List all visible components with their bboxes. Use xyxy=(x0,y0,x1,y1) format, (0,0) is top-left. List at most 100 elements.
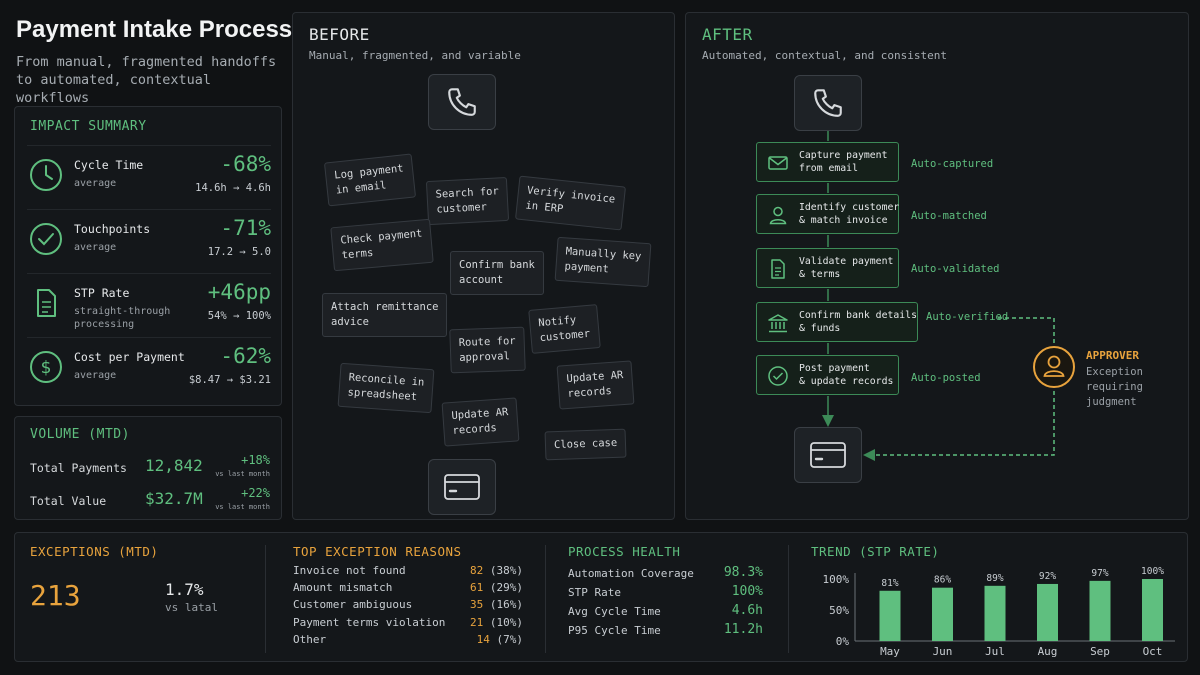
before-task: Log payment in email xyxy=(323,153,416,207)
metric-value: -68% xyxy=(220,152,271,176)
exception-reason-row: Payment terms violation 21 (10%) xyxy=(293,616,523,632)
y-tick-label: 0% xyxy=(836,635,850,648)
bar-data-label: 100% xyxy=(1141,566,1164,577)
check-circle-icon xyxy=(768,366,788,386)
step-status: Auto-matched xyxy=(911,210,987,222)
x-tick-label: Oct xyxy=(1143,645,1163,658)
step-validate-payment: Validate payment & terms xyxy=(756,248,899,288)
bottom-panel: EXCEPTIONS (MTD) 213 1.7% vs latal TOP E… xyxy=(14,532,1188,662)
metric-cost-per-payment: $ Cost per Payment average -62% $8.47 → … xyxy=(27,337,271,401)
volume-value: $32.7M xyxy=(145,489,203,508)
divider xyxy=(788,545,789,653)
volume-label: Total Value xyxy=(30,494,107,508)
process-health-title: PROCESS HEALTH xyxy=(568,544,681,559)
health-value: 100% xyxy=(731,584,763,599)
volume-delta: +22% xyxy=(241,486,270,500)
trend-bar xyxy=(1089,580,1111,641)
step-status: Auto-verified xyxy=(926,311,1009,323)
mail-icon xyxy=(768,156,788,170)
user-icon xyxy=(769,206,787,225)
step-label: Confirm bank details & funds xyxy=(799,310,917,334)
health-name: P95 Cycle Time xyxy=(568,624,661,637)
approver-icon xyxy=(1033,346,1075,388)
reason-count: 35 xyxy=(470,598,484,611)
before-title: BEFORE xyxy=(309,25,370,44)
y-tick-label: 50% xyxy=(829,604,849,617)
step-capture-payment: Capture payment from email xyxy=(756,142,899,182)
document-icon xyxy=(771,259,785,279)
divider xyxy=(545,545,546,653)
after-title: AFTER xyxy=(702,25,753,44)
volume-label: Total Payments xyxy=(30,461,127,475)
bar-data-label: 89% xyxy=(986,573,1003,584)
trend-bar xyxy=(1037,583,1058,641)
trend-bar xyxy=(932,587,953,641)
phone-icon xyxy=(814,89,842,117)
x-tick-label: May xyxy=(880,645,900,658)
divider xyxy=(265,545,266,653)
bar-data-label: 97% xyxy=(1091,568,1108,579)
step-identify-customer: Identify customer & match invoice xyxy=(756,194,899,234)
impact-summary-panel: IMPACT SUMMARY Cycle Time average -68% 1… xyxy=(14,106,282,406)
volume-value: 12,842 xyxy=(145,456,203,475)
trend-bar xyxy=(879,590,901,641)
reason-count: 14 xyxy=(476,633,490,646)
exception-reason-row: Invoice not found 82 (38%) xyxy=(293,564,523,580)
process-health-row: STP Rate 100% xyxy=(568,584,763,602)
before-task: Attach remittance advice xyxy=(322,293,448,337)
metric-name: STP Rate xyxy=(74,286,130,300)
trend-title: TREND (STP RATE) xyxy=(811,544,940,559)
health-name: Automation Coverage xyxy=(568,567,694,580)
dollar-icon: $ xyxy=(30,351,62,383)
before-task: Check payment terms xyxy=(330,218,434,272)
bar-data-label: 92% xyxy=(1039,571,1056,582)
health-value: 11.2h xyxy=(723,622,763,637)
metric-range: 14.6h → 4.6h xyxy=(195,182,271,194)
before-card-box xyxy=(428,459,496,515)
after-subtitle: Automated, contextual, and consistent xyxy=(702,49,948,62)
before-panel: BEFORE Manual, fragmented, and variable … xyxy=(292,12,675,520)
step-confirm-bank: Confirm bank details & funds xyxy=(756,302,918,342)
exception-reason-row: Customer ambiguous 35 (16%) xyxy=(293,598,523,614)
reason-name: Invoice not found xyxy=(293,564,406,577)
clock-icon xyxy=(30,159,62,191)
reason-count: 21 xyxy=(470,616,484,629)
svg-text:$: $ xyxy=(41,358,52,378)
exceptions-rate-label: vs latal xyxy=(165,601,218,614)
exceptions-count: 213 xyxy=(30,579,81,612)
reason-count: 61 xyxy=(470,581,484,594)
phone-icon xyxy=(448,88,476,116)
volume-row-payments: Total Payments 12,842 +18% vs last month xyxy=(30,453,270,483)
before-task: Update AR records xyxy=(556,360,635,410)
step-label: Identify customer & match invoice xyxy=(799,202,900,226)
after-card-box xyxy=(794,427,862,483)
step-status: Auto-posted xyxy=(911,372,981,384)
before-phone-box xyxy=(428,74,496,130)
approver-desc: Exception requiring judgment xyxy=(1086,366,1143,408)
metric-sub: straight-through processing xyxy=(74,306,171,330)
reason-pct: (16%) xyxy=(489,598,523,611)
step-post-payment: Post payment & update records xyxy=(756,355,899,395)
trend-bar xyxy=(1142,579,1163,641)
before-task: Update AR records xyxy=(441,397,520,447)
metric-sub: average xyxy=(74,178,117,189)
health-value: 4.6h xyxy=(731,603,763,618)
metric-name: Cost per Payment xyxy=(74,350,185,364)
metric-value: -71% xyxy=(220,216,271,240)
before-task: Route for approval xyxy=(449,326,526,374)
bar-data-label: 86% xyxy=(934,575,951,586)
x-tick-label: Jun xyxy=(933,645,953,658)
metric-cycle-time: Cycle Time average -68% 14.6h → 4.6h xyxy=(27,145,271,209)
before-task: Search for customer xyxy=(425,176,510,226)
exceptions-title: EXCEPTIONS (MTD) xyxy=(30,544,159,559)
credit-card-icon xyxy=(810,442,846,468)
exception-reason-row: Amount mismatch 61 (29%) xyxy=(293,581,523,597)
impact-summary-title: IMPACT SUMMARY xyxy=(30,119,147,134)
metric-value: +46pp xyxy=(207,280,271,304)
reason-pct: (38%) xyxy=(489,564,523,577)
before-task: Notify customer xyxy=(528,304,601,354)
volume-title: VOLUME (MTD) xyxy=(30,427,130,442)
trend-chart: 100% 50% 0% 81% May 86% Jun 89% Jul 92% Aug 97% Sep 1… xyxy=(823,566,1175,658)
before-task: Close case xyxy=(544,428,627,461)
metric-range: $8.47 → $3.21 xyxy=(188,374,271,386)
